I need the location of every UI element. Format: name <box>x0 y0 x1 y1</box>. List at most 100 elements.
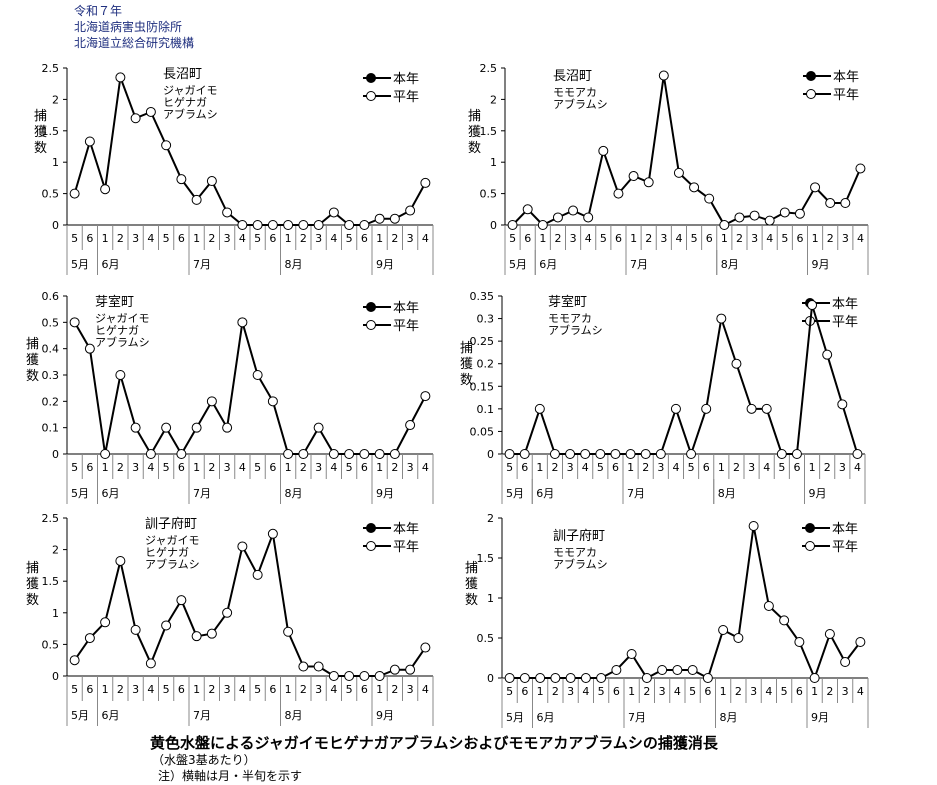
data-point-normal <box>359 449 370 459</box>
x-tick-label: 3 <box>224 461 231 474</box>
x-tick-label: 6 <box>361 232 368 245</box>
data-point-normal <box>298 661 309 672</box>
y-tick-label: 2 <box>487 512 494 525</box>
data-point-normal <box>161 620 172 631</box>
x-tick-label: 2 <box>643 685 650 698</box>
data-point-normal <box>176 174 187 185</box>
x-tick-label: 5 <box>163 232 170 245</box>
y-tick-label: 1.5 <box>480 125 498 138</box>
x-tick-label: 3 <box>567 461 574 474</box>
data-point-normal <box>810 182 821 193</box>
legend-marker-normal <box>806 89 816 99</box>
data-point-normal <box>176 449 187 459</box>
chart-location-label: 芽室町 <box>548 294 587 310</box>
y-tick-label: 0.1 <box>477 403 495 416</box>
x-tick-label: 2 <box>208 232 215 245</box>
data-point-normal <box>689 182 700 193</box>
y-axis-label: 捕 <box>26 336 39 352</box>
x-tick-label: 4 <box>585 232 592 245</box>
x-tick-label: 3 <box>839 461 846 474</box>
data-point-normal <box>852 449 863 459</box>
data-point-normal <box>641 673 652 683</box>
x-tick-label: 3 <box>315 683 322 696</box>
x-tick-label: 5 <box>509 232 516 245</box>
data-point-normal <box>718 625 729 635</box>
x-tick-label: 6 <box>704 685 711 698</box>
data-point-normal <box>522 204 533 215</box>
y-tick-label: 0.5 <box>42 316 60 329</box>
month-label: 8月 <box>721 258 739 271</box>
legend-marker-normal <box>366 541 376 551</box>
y-tick-label: 2 <box>52 544 59 557</box>
x-tick-label: 6 <box>269 461 276 474</box>
legend-label-current: 本年 <box>393 301 419 316</box>
legend-marker-normal <box>366 91 376 101</box>
data-point-normal <box>628 171 639 182</box>
x-tick-label: 3 <box>407 461 414 474</box>
x-tick-label: 5 <box>778 461 785 474</box>
data-point-normal <box>596 673 607 683</box>
data-point-normal <box>657 665 668 675</box>
data-point-normal <box>115 555 126 566</box>
y-tick-label: 0.05 <box>470 425 495 438</box>
x-tick-label: 6 <box>178 232 185 245</box>
x-tick-label: 5 <box>71 683 78 696</box>
month-label: 8月 <box>720 711 738 724</box>
y-tick-label: 0 <box>52 670 59 683</box>
month-label: 6月 <box>102 709 120 722</box>
data-point-normal <box>69 188 80 199</box>
x-tick-label: 4 <box>147 461 154 474</box>
y-axis-label: 数 <box>468 141 481 156</box>
x-tick-label: 4 <box>857 685 864 698</box>
x-tick-label: 1 <box>539 232 546 245</box>
data-point-normal <box>405 420 416 431</box>
data-point-normal <box>837 399 848 410</box>
chart-species-label: ジャガイモ <box>145 534 199 547</box>
data-point-normal <box>313 422 324 433</box>
x-tick-label: 1 <box>630 232 637 245</box>
x-tick-label: 6 <box>86 461 93 474</box>
header-org-1: 北海道病害虫防除所 <box>74 20 183 34</box>
y-axis-label: 数 <box>26 593 39 608</box>
data-point-normal <box>537 220 548 230</box>
x-tick-label: 3 <box>659 685 666 698</box>
y-axis-label: 捕 <box>460 340 473 356</box>
data-point-normal <box>206 176 217 187</box>
month-label: 7月 <box>627 487 645 500</box>
data-point-normal <box>764 215 775 226</box>
y-tick-label: 0 <box>52 219 59 232</box>
data-point-normal <box>206 628 217 639</box>
x-tick-label: 1 <box>536 461 543 474</box>
x-tick-label: 4 <box>147 232 154 245</box>
data-point-normal <box>625 449 636 459</box>
x-tick-label: 4 <box>147 683 154 696</box>
chart-species-label: ヒゲナガ <box>95 324 139 337</box>
data-point-normal <box>776 449 787 459</box>
month-label: 9月 <box>811 711 829 724</box>
chart-species-label: アブラムシ <box>163 107 218 121</box>
x-tick-label: 3 <box>315 461 322 474</box>
y-tick-label: 1.5 <box>477 552 495 565</box>
data-point-normal <box>130 624 141 635</box>
data-point-normal <box>552 212 563 223</box>
x-tick-label: 2 <box>117 461 124 474</box>
legend-label-current: 本年 <box>832 522 858 537</box>
data-point-normal <box>389 213 400 224</box>
data-point-normal <box>701 403 712 414</box>
data-point-normal <box>237 541 248 552</box>
x-tick-label: 4 <box>582 461 589 474</box>
data-point-normal <box>115 370 126 380</box>
month-label: 7月 <box>630 258 648 271</box>
y-tick-label: 0.5 <box>42 188 60 201</box>
legend-marker-normal <box>366 320 376 330</box>
data-point-normal <box>719 220 730 230</box>
x-tick-label: 6 <box>361 683 368 696</box>
data-point-normal <box>840 657 851 667</box>
y-axis-label: 捕 <box>34 108 47 124</box>
y-axis-label: 捕 <box>465 560 478 576</box>
x-tick-label: 5 <box>254 461 261 474</box>
x-tick-label: 2 <box>552 685 559 698</box>
x-tick-label: 6 <box>612 461 619 474</box>
